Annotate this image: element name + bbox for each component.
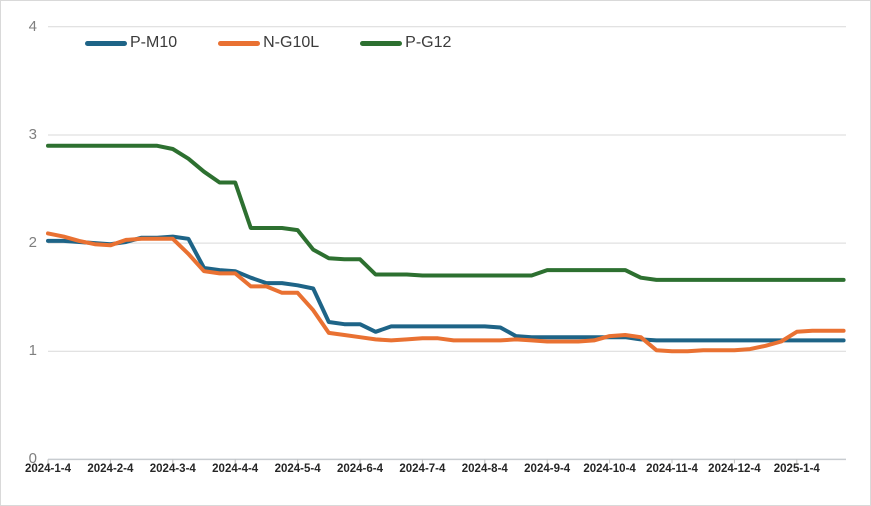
- series-line-n-g10l: [46, 231, 846, 354]
- y-axis-label: 0: [28, 450, 37, 468]
- legend-swatch-p-m10: [85, 40, 127, 46]
- x-axis-label: 2024-4-4: [212, 463, 259, 475]
- legend-swatch-p-g12: [360, 40, 403, 46]
- legend-label: P-G12: [405, 34, 452, 51]
- x-axis-label: 2024-3-4: [149, 463, 196, 475]
- x-axis-label: 2024-10-4: [583, 463, 636, 475]
- legend-label: N-G10L: [263, 34, 320, 51]
- legend-item-n-g10l: N-G10L: [218, 34, 319, 52]
- y-axis-label: 3: [28, 125, 37, 143]
- legend: P-M10 N-G10L P-G12: [85, 34, 451, 52]
- x-axis-label: 2024-9-4: [524, 463, 571, 475]
- x-axis-label: 2024-12-4: [708, 463, 761, 475]
- legend-swatch-n-g10l: [218, 40, 261, 46]
- x-axis-label: 2024-2-4: [87, 463, 134, 475]
- legend-label: P-M10: [130, 34, 178, 51]
- legend-item-p-m10: P-M10: [85, 34, 177, 52]
- x-axis-label: 2024-5-4: [274, 463, 321, 475]
- series-line-p-g12: [46, 143, 846, 282]
- y-axis-label: 4: [28, 17, 37, 35]
- series-line-p-m10: [46, 234, 846, 343]
- x-axis-label: 2024-8-4: [461, 463, 508, 475]
- legend-item-p-g12: P-G12: [360, 34, 451, 52]
- y-axis-label: 2: [28, 234, 37, 252]
- x-axis-label: 2024-1-4: [24, 463, 72, 475]
- x-axis-label: 2024-6-4: [336, 463, 384, 475]
- y-axis-label: 1: [28, 342, 37, 360]
- x-axis-label: 2024-11-4: [646, 463, 698, 475]
- x-axis-label: 2025-1-4: [773, 463, 820, 475]
- x-axis-label: 2024-7-4: [399, 463, 446, 475]
